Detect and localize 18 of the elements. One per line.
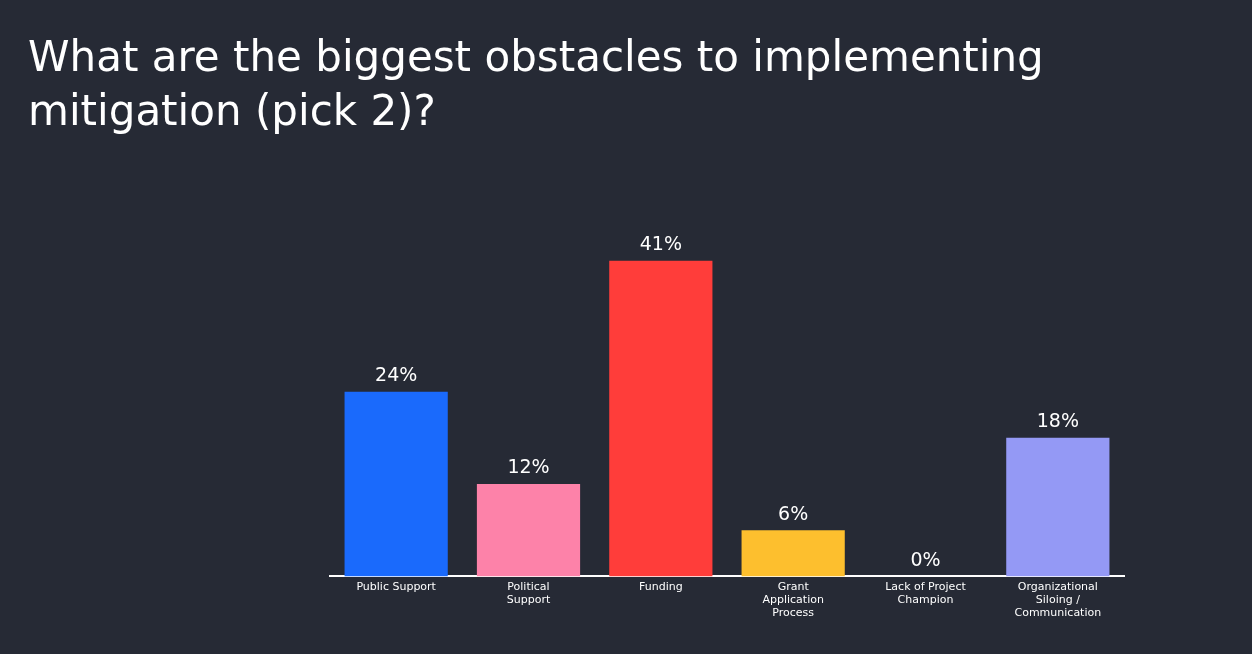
data-label: 24% xyxy=(375,363,418,386)
bar xyxy=(344,391,448,577)
data-label: 41% xyxy=(639,232,682,255)
bar xyxy=(741,530,845,577)
x-tick-label: Lack of Project Champion xyxy=(885,579,967,607)
chart-title: What are the biggest obstacles to implementing mitigation (pick 2)? xyxy=(28,31,1045,137)
x-tick-label: Political Support xyxy=(506,579,551,607)
x-tick-label: Funding xyxy=(639,579,683,593)
data-label: 18% xyxy=(1036,409,1079,432)
bar xyxy=(1006,437,1110,577)
bar xyxy=(609,260,713,577)
x-tick-label: Organizational Siloing / Communication xyxy=(1014,579,1102,620)
data-label: 0% xyxy=(910,547,941,570)
x-tick-label: Grant Application Process xyxy=(762,579,824,620)
bar xyxy=(476,484,581,577)
data-label: 12% xyxy=(507,455,550,478)
data-label: 6% xyxy=(778,501,809,524)
x-tick-label: Public Support xyxy=(356,579,437,593)
